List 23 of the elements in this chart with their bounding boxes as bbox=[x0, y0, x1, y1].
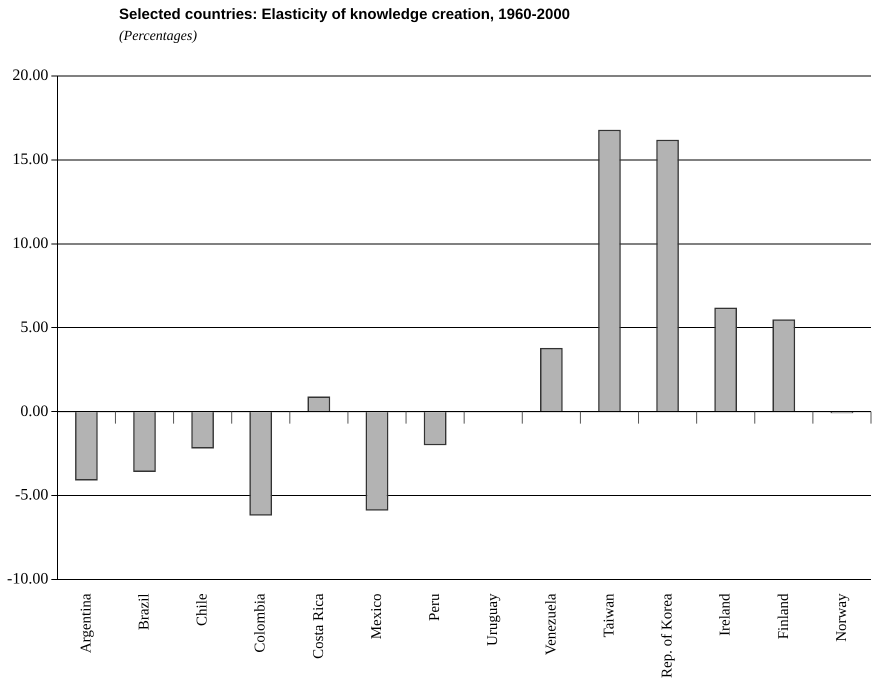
x-tick-label: Norway bbox=[834, 592, 850, 642]
x-tick-label: Costa Rica bbox=[310, 593, 327, 659]
x-tick-label: Mexico bbox=[368, 593, 385, 640]
x-tick-label: Brazil bbox=[136, 593, 152, 630]
y-tick-label: 15.00 bbox=[12, 151, 48, 168]
x-tick-label: Venezuela bbox=[543, 593, 560, 656]
x-tick-label: Uruguay bbox=[485, 592, 502, 646]
x-tick-label: Taiwan bbox=[601, 592, 618, 638]
x-tick-label: Ireland bbox=[718, 592, 734, 636]
chart-subtitle: (Percentages) bbox=[119, 29, 197, 45]
y-tick-label: -5.00 bbox=[15, 486, 48, 504]
y-tick-label: -10.00 bbox=[7, 570, 48, 588]
chart-title: Selected countries: Elasticity of knowledge creation, 1960-2000 bbox=[119, 6, 570, 23]
x-tick-label: Rep. of Korea bbox=[660, 593, 676, 678]
y-tick-label: 20.00 bbox=[12, 67, 48, 84]
y-tick-label: 5.00 bbox=[20, 318, 48, 336]
x-tick-label: Argentina bbox=[78, 593, 94, 654]
x-tick-label: Peru bbox=[427, 592, 444, 621]
x-tick-label: Colombia bbox=[252, 593, 269, 653]
x-tick-label: Chile bbox=[194, 593, 211, 626]
y-tick-label: 0.00 bbox=[20, 402, 48, 420]
y-tick-label: 10.00 bbox=[12, 235, 48, 252]
x-tick-label: Finland bbox=[776, 592, 792, 640]
